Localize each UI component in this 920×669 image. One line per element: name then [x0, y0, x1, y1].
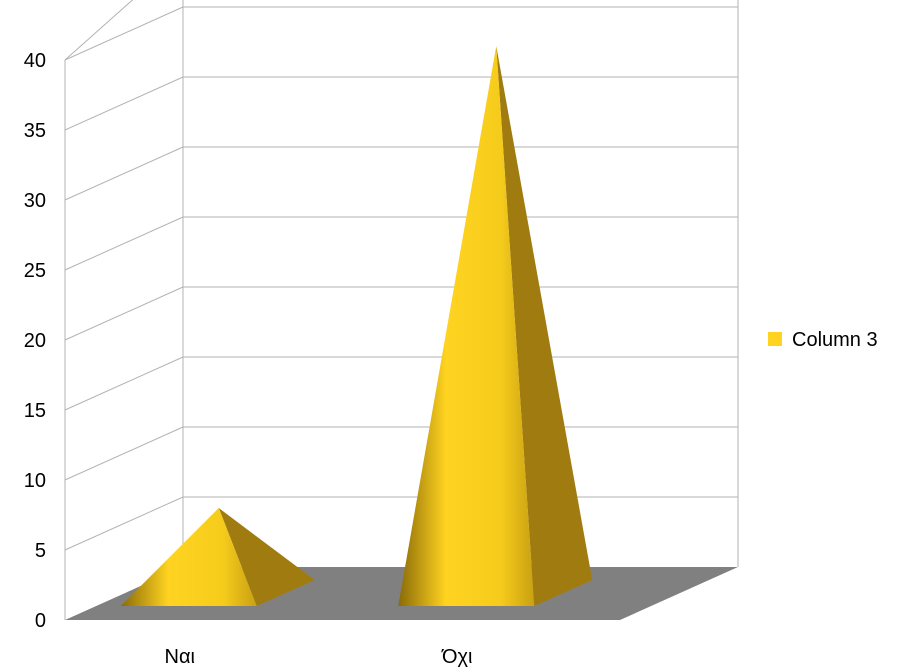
y-tick-label: 15	[24, 400, 46, 422]
y-tick-label: 25	[24, 260, 46, 282]
legend: Column 3	[768, 329, 878, 351]
pyramid-1	[120, 508, 315, 606]
legend-label: Column 3	[792, 329, 878, 351]
side-gridline	[64, 146, 184, 201]
pyramid-side-face	[496, 46, 593, 606]
pyramid-side-face	[218, 508, 315, 606]
side-gridline	[64, 6, 184, 61]
pyramid-front-face	[398, 46, 535, 606]
x-category-label: Όχι	[441, 646, 472, 668]
series-column-3	[120, 46, 593, 606]
y-tick-label: 30	[24, 190, 46, 212]
y-tick-label: 40	[24, 50, 46, 72]
x-category-label: Ναι	[165, 646, 195, 668]
chart-walls	[64, 7, 739, 620]
y-axis-ticks: 0 5 10 15 20 25 30 35 40	[24, 50, 46, 632]
side-wall-top-edge	[64, 0, 134, 61]
side-gridline	[64, 426, 184, 481]
side-gridline	[64, 286, 184, 341]
y-tick-label: 5	[35, 540, 46, 562]
y-tick-label: 0	[35, 610, 46, 632]
y-tick-label: 35	[24, 120, 46, 142]
pyramid-front-face	[120, 508, 257, 606]
legend-swatch	[768, 332, 782, 346]
side-gridline	[64, 76, 184, 131]
pyramid-2	[398, 46, 593, 606]
y-tick-label: 10	[24, 470, 46, 492]
side-gridline	[64, 356, 184, 411]
gridlines	[64, 0, 739, 551]
side-gridline	[64, 216, 184, 271]
side-gridline	[64, 496, 184, 551]
x-axis-labels: Ναι Όχι	[165, 646, 473, 668]
y-tick-label: 20	[24, 330, 46, 352]
